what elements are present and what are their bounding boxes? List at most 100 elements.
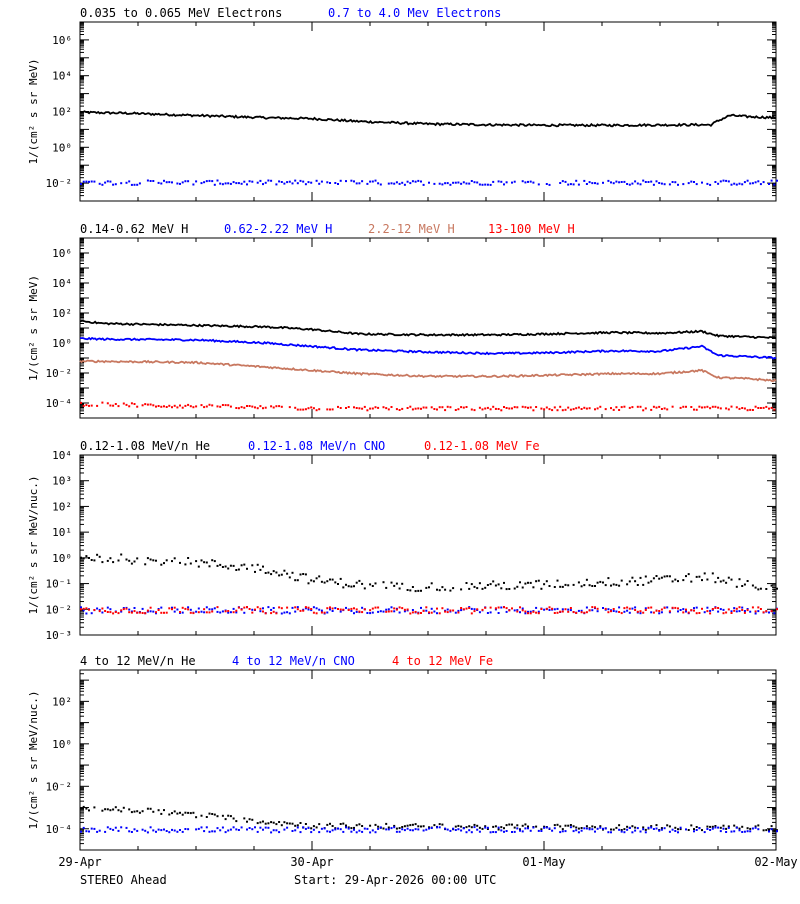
series-3-2-point [709, 609, 712, 612]
series-4-1-point [577, 827, 580, 830]
series-3-1-point [254, 570, 256, 573]
series-1-2-point [294, 179, 297, 182]
series-1-2-point [237, 182, 240, 185]
series-3-2-point [524, 612, 527, 615]
series-1-2-point [329, 182, 331, 184]
series-3-2-point [106, 606, 109, 609]
series-2-4-point [128, 405, 131, 408]
series-3-3-point [572, 611, 575, 613]
series-4-1-point [492, 825, 495, 828]
series-1-2-point [561, 180, 564, 183]
series-4-2-point [93, 827, 96, 830]
series-2-4-point [524, 406, 527, 409]
series-3-2-point [425, 609, 428, 612]
series-3-2-point [553, 608, 556, 611]
series-1-2-point [339, 179, 342, 182]
series-3-1-point [246, 567, 248, 570]
series-3-2-point [741, 606, 744, 609]
series-1-2-point [481, 183, 484, 186]
series-4-1-point [227, 814, 230, 817]
series-3-3-point [628, 607, 631, 610]
series-3-1-point [484, 586, 487, 589]
series-4-2-point [594, 830, 596, 833]
legend-entry: 0.7 to 4.0 Mev Electrons [328, 6, 501, 20]
series-3-3-point [171, 608, 173, 611]
series-2-4-point [288, 406, 291, 409]
series-4-2-point [610, 831, 612, 834]
series-4-2-point [486, 826, 489, 829]
series-2-1-line [79, 319, 777, 339]
series-4-2-point [607, 831, 610, 834]
series-3-3-point [425, 606, 428, 609]
series-4-1-point [141, 810, 144, 813]
series-3-2-point [494, 608, 497, 611]
series-3-1-point [532, 586, 535, 589]
legend-entry: 0.12-1.08 MeV Fe [424, 439, 540, 453]
series-3-3-point [551, 607, 554, 610]
series-2-4-point [409, 405, 412, 408]
series-2-4-point [229, 405, 232, 408]
series-3-1-point [580, 585, 583, 588]
series-1-2-point [411, 180, 414, 183]
series-3-2-point [556, 607, 559, 610]
y-tick-label: 10⁴ [52, 277, 72, 290]
series-3-2-point [189, 608, 192, 611]
series-2-4-point [382, 406, 385, 409]
series-4-1-point [355, 824, 358, 827]
series-1-2-point [650, 180, 653, 183]
series-4-2-point [133, 828, 136, 831]
series-4-2-point [513, 830, 516, 833]
series-1-2-point [98, 182, 101, 185]
series-3-1-point [537, 579, 540, 582]
series-4-2-point [227, 829, 230, 832]
series-4-2-point [516, 827, 519, 830]
series-4-2-point [310, 831, 313, 834]
series-1-2-point [618, 181, 621, 184]
series-3-2-point [615, 610, 618, 613]
y-tick-label: 10⁰ [52, 552, 72, 565]
series-1-2-point [283, 182, 286, 185]
series-2-4-point [610, 407, 612, 410]
series-4-2-point [350, 830, 353, 833]
series-3-3-point [449, 609, 452, 612]
series-3-1-point [583, 584, 586, 587]
series-4-2-point [213, 830, 216, 833]
series-3-3-point [82, 607, 85, 610]
series-4-1-point [122, 806, 125, 809]
series-2-4-point [757, 407, 760, 409]
series-4-1-point [82, 805, 85, 808]
series-3-1-point [476, 587, 479, 590]
series-3-1-point [701, 579, 703, 582]
series-3-3-point [569, 607, 572, 609]
series-4-2-point [157, 828, 160, 831]
series-4-2-point [537, 829, 540, 832]
series-3-1-point [310, 579, 313, 582]
series-3-1-point [286, 572, 289, 575]
series-4-2-point [623, 831, 626, 834]
series-3-1-point [473, 585, 476, 588]
series-3-3-point [548, 606, 551, 609]
series-2-4-point [628, 406, 631, 409]
series-2-4-point [374, 406, 377, 409]
series-2-4-point [141, 404, 144, 407]
series-3-3-point [270, 612, 273, 615]
series-2-4-point [369, 407, 372, 410]
series-1-2-point [280, 181, 283, 183]
series-1-2-point [449, 183, 452, 186]
y-tick-label: 10² [52, 106, 72, 119]
series-3-3-point [537, 612, 540, 615]
series-1-2-point [452, 181, 455, 184]
series-3-2-point [181, 611, 184, 614]
series-2-4-point [160, 405, 163, 408]
series-4-2-point [460, 829, 463, 832]
series-3-1-point [663, 575, 666, 578]
series-2-4-point [130, 402, 133, 405]
series-3-2-point [203, 611, 206, 614]
series-3-3-point [358, 610, 361, 613]
series-4-1-point [428, 826, 430, 829]
series-3-3-point [770, 610, 773, 613]
series-4-2-point [184, 828, 187, 830]
series-3-2-point [296, 606, 299, 609]
series-3-2-point [195, 610, 198, 613]
series-2-4-point [615, 406, 618, 409]
